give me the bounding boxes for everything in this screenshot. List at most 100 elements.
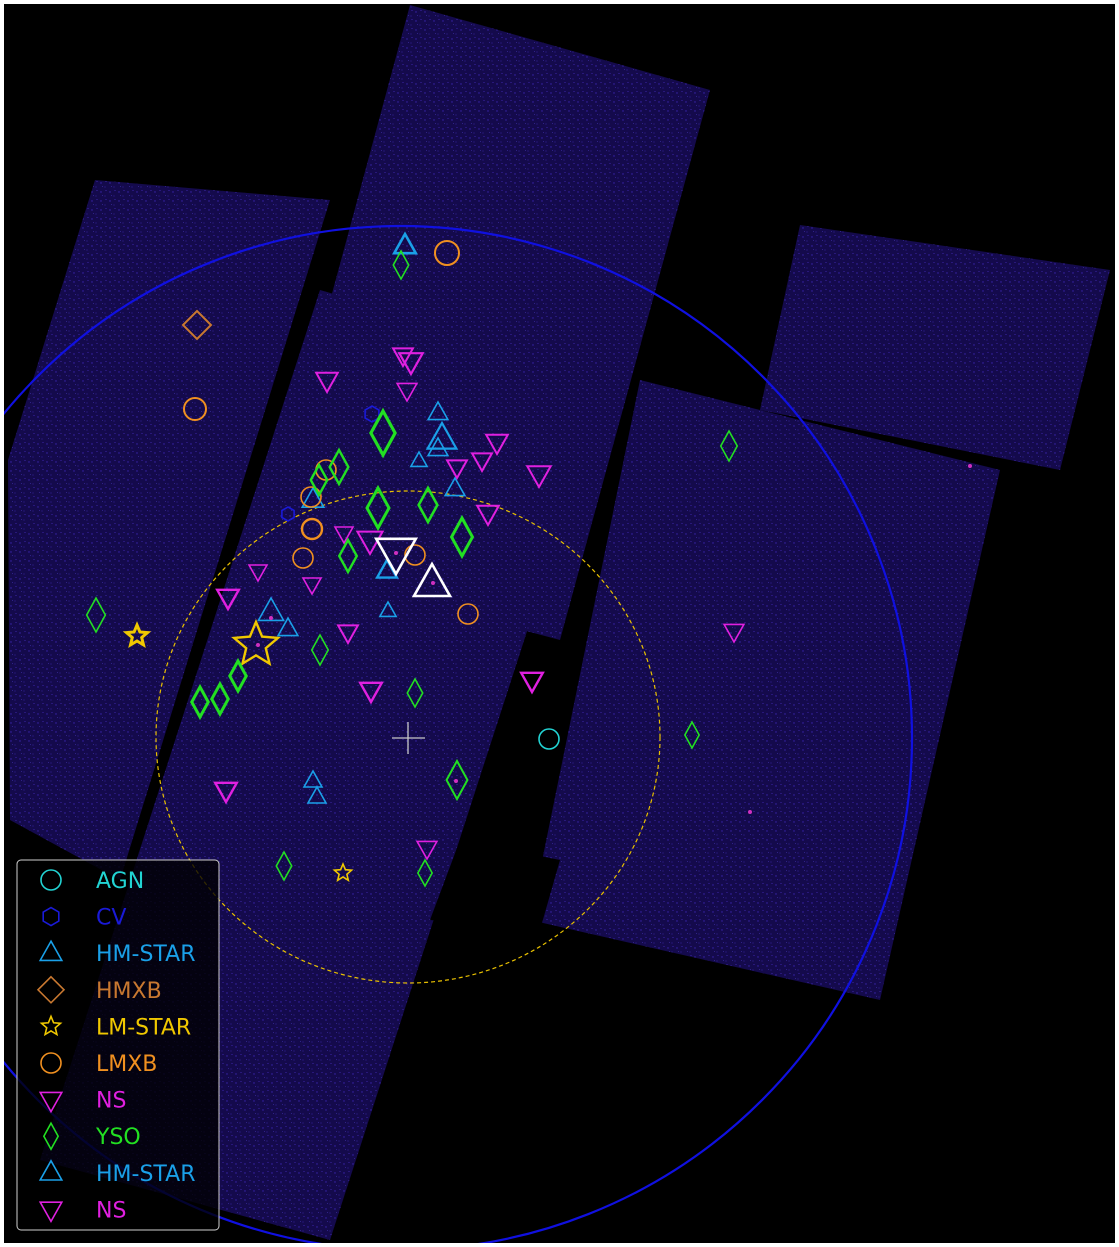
source-ns-triangle-down-icon [519, 671, 545, 695]
legend-diamond-icon [36, 975, 66, 1004]
source-ns-triangle-down-icon [358, 681, 384, 705]
legend-label-ns: NS [96, 1089, 126, 1114]
source-yso-thin-diamond-icon [365, 484, 391, 532]
legend-label-ns: NS [96, 1198, 126, 1223]
source-hm-star-triangle-up-icon [391, 231, 419, 255]
source-ns-triangle-down-icon [445, 459, 469, 481]
source-ns-triangle-down-icon [722, 623, 746, 644]
legend: AGN CV HM-STAR HMXB LM-STAR LMXB NS YSO HM-STAR N… [16, 859, 220, 1231]
legend-triangle-down-icon [38, 1201, 64, 1224]
source-yso-thin-diamond-icon [369, 407, 397, 459]
source-ns-triangle-down-icon [470, 452, 494, 474]
source-markers [85, 231, 972, 888]
point-source [454, 779, 458, 783]
source-yso-thin-diamond-icon [417, 485, 439, 525]
source-yso-thin-diamond-icon [228, 657, 248, 695]
source-ns-triangle-down-icon [213, 781, 239, 805]
source-ns-triangle-down-icon [215, 588, 241, 612]
source-lmxb-circle-icon [300, 486, 322, 508]
source-yso-thin-diamond-icon [337, 537, 359, 575]
source-ns-triangle-down-icon [484, 433, 510, 457]
source-yso-thin-diamond-icon [190, 683, 210, 721]
point-source [968, 464, 972, 468]
source-lmxb-circle-icon [300, 517, 324, 541]
center-crosshair-icon [392, 722, 425, 754]
source-yso-thin-diamond-icon [85, 596, 107, 634]
source-hm-star-triangle-up-icon [425, 420, 459, 450]
source-hm-star-triangle-up-icon [276, 616, 300, 637]
legend-label-agn: AGN [96, 869, 144, 894]
source-yso-thin-diamond-icon [310, 633, 330, 667]
source-lmxb-circle-icon [183, 397, 207, 421]
source-ns-triangle-down-icon [247, 564, 269, 583]
source-lm-star-star-icon [231, 618, 281, 667]
source-hm-star-triangle-up-icon [302, 769, 324, 788]
source-highlight-triangle-up-icon [411, 561, 453, 598]
legend-triangle-up-icon [38, 1159, 64, 1181]
legend-label-hmxb: HMXB [96, 979, 162, 1004]
source-highlight-triangle-down-icon [373, 537, 419, 577]
source-ns-triangle-down-icon [397, 352, 425, 377]
legend-box [16, 859, 220, 1231]
source-agn-circle-icon [538, 728, 560, 750]
source-ns-triangle-down-icon [301, 577, 323, 596]
source-cv-hexagon-icon [281, 506, 295, 522]
source-hm-star-triangle-up-icon [426, 436, 450, 457]
point-source [256, 643, 260, 647]
source-hm-star-triangle-up-icon [378, 600, 398, 618]
source-yso-thin-diamond-icon [328, 447, 350, 487]
source-yso-thin-diamond-icon [445, 758, 469, 802]
source-ns-triangle-down-icon [415, 840, 439, 861]
legend-label-hm-star: HM-STAR [96, 942, 196, 967]
source-ns-triangle-down-icon [355, 530, 385, 557]
source-lmxb-circle-icon [404, 544, 426, 566]
source-yso-thin-diamond-icon [392, 249, 410, 281]
source-yso-thin-diamond-icon [210, 680, 230, 718]
legend-hexagon-icon [42, 906, 60, 927]
source-hm-star-triangle-up-icon [257, 596, 285, 622]
source-yso-thin-diamond-icon [416, 858, 434, 888]
source-ns-triangle-down-icon [525, 465, 553, 490]
legend-label-lm-star: LM-STAR [96, 1015, 191, 1040]
legend-label-hm-star: HM-STAR [96, 1162, 196, 1187]
source-lmxb-circle-icon [292, 547, 314, 569]
source-ns-triangle-down-icon [475, 504, 501, 528]
source-hm-star-triangle-up-icon [306, 785, 328, 804]
source-ns-triangle-down-icon [333, 526, 355, 545]
source-lm-star-star-icon [122, 621, 152, 649]
source-yso-thin-diamond-icon [683, 720, 701, 750]
source-ns-triangle-down-icon [391, 347, 415, 369]
source-lmxb-circle-icon [457, 603, 479, 625]
field-of-view-circle [4, 225, 913, 1243]
legend-star-icon [39, 1014, 63, 1037]
legend-triangle-up-icon [38, 939, 64, 962]
source-hm-star-triangle-up-icon [443, 476, 467, 497]
point-source [269, 616, 273, 620]
source-lmxb-circle-icon [434, 240, 460, 266]
legend-circle-icon [40, 869, 62, 891]
source-hm-star-triangle-up-icon [426, 400, 450, 421]
source-cv-hexagon-icon [364, 405, 380, 423]
legend-label-cv: CV [96, 906, 126, 931]
source-yso-thin-diamond-icon [275, 850, 293, 882]
point-source [431, 581, 435, 585]
source-lm-star-star-icon [332, 861, 354, 883]
legend-circle-icon [40, 1052, 62, 1074]
exposure-gap [430, 840, 560, 930]
source-yso-thin-diamond-icon [719, 429, 739, 463]
legend-label-yso: YSO [95, 1125, 141, 1150]
exposure-strip-far-right [760, 225, 1110, 470]
exposure-strip-left [8, 180, 330, 880]
point-source [748, 810, 752, 814]
legend-label-lmxb: LMXB [96, 1052, 157, 1077]
legend-thin-diamond-icon [42, 1121, 60, 1151]
source-ns-triangle-down-icon [336, 624, 360, 646]
source-hmxb-diamond-icon [181, 309, 213, 341]
source-ns-triangle-down-icon [395, 382, 419, 403]
legend-triangle-down-icon [38, 1091, 64, 1114]
inner-region-circle [155, 490, 661, 984]
point-source [394, 551, 398, 555]
source-ns-triangle-down-icon [314, 371, 340, 395]
